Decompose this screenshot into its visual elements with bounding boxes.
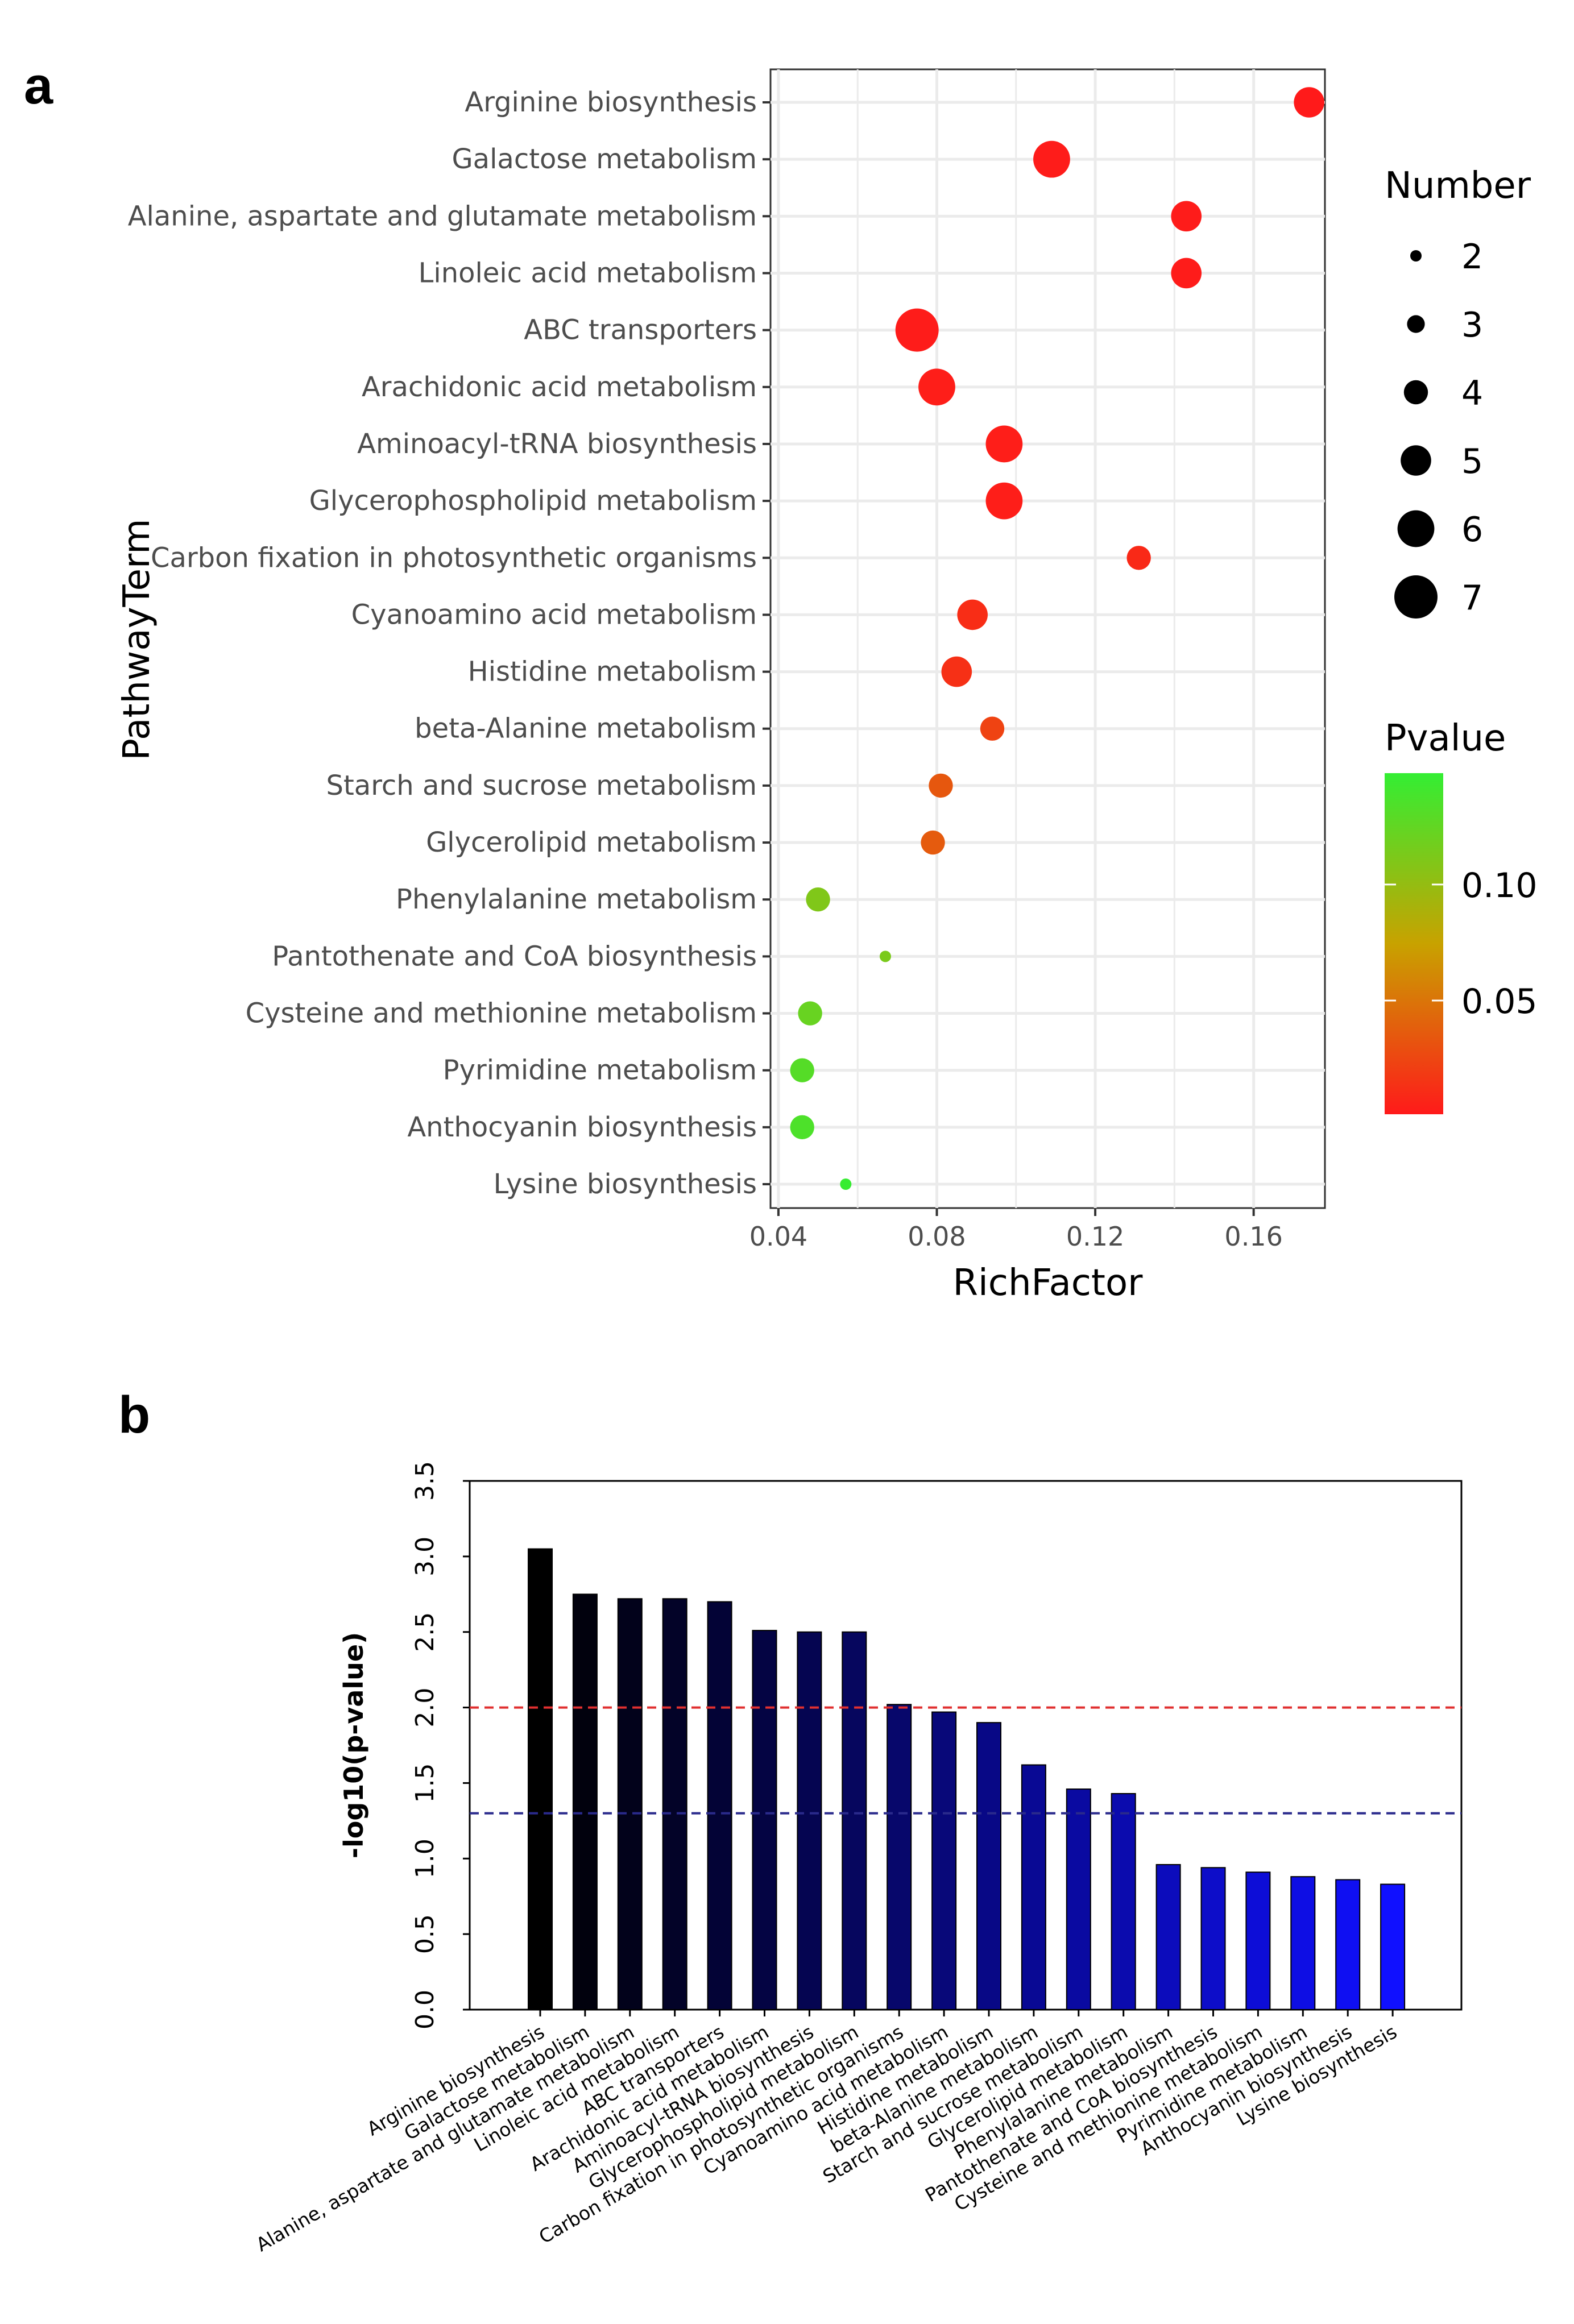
pathway-label: Aminoacyl-tRNA biosynthesis — [357, 428, 757, 460]
pathway-label: ABC transporters — [524, 314, 757, 346]
pathway-label: Carbon fixation in photosynthetic organi… — [151, 542, 757, 574]
bubble — [985, 425, 1023, 463]
x-axis-title: RichFactor — [953, 1262, 1144, 1304]
panel-a-bubble-chart: Arginine biosynthesis Galactose metabolis… — [116, 68, 1538, 1304]
bar — [1200, 1867, 1226, 2010]
bar — [707, 1601, 732, 2011]
pathway-label: Arginine biosynthesis — [465, 86, 757, 118]
bar — [617, 1598, 643, 2010]
plot-area — [769, 68, 1326, 1209]
y-tick-label: 0.5 — [411, 1914, 440, 1954]
y-tick-label: 1.0 — [411, 1839, 440, 1878]
bubble — [790, 1058, 814, 1082]
y-axis-title: -log10(p-value) — [338, 1632, 369, 1858]
bubble — [941, 656, 972, 687]
pathway-label: Glycerophospholipid metabolism — [309, 485, 757, 517]
pathway-label: Pyrimidine metabolism — [443, 1055, 757, 1086]
bar — [1021, 1764, 1046, 2011]
bubble — [985, 482, 1023, 520]
pathway-label: Cyanoamino acid metabolism — [351, 599, 757, 630]
bar — [662, 1598, 687, 2010]
size-legend-label: 5 — [1461, 442, 1483, 482]
colorbar-tick-label: 0.10 — [1461, 866, 1538, 906]
x-tick-label: 0.04 — [749, 1221, 807, 1252]
y-tick-label: 2.5 — [411, 1612, 440, 1652]
size-legend-label: 3 — [1461, 305, 1483, 345]
color-legend-title: Pvalue — [1385, 717, 1506, 760]
bubble — [918, 368, 955, 406]
bar — [572, 1593, 598, 2010]
pathway-label: Arachidonic acid metabolism — [362, 371, 757, 403]
bubble — [1171, 258, 1202, 289]
colorbar-tick-label: 0.05 — [1461, 982, 1538, 1022]
bubble — [790, 1115, 814, 1140]
size-legend-dot — [1394, 575, 1438, 619]
bar — [1111, 1793, 1136, 2010]
size-legend-dot — [1410, 250, 1422, 262]
size-legend-dot — [1403, 380, 1428, 405]
pathway-label: Starch and sucrose metabolism — [326, 770, 757, 802]
bar — [1335, 1879, 1361, 2010]
bubble — [921, 830, 945, 855]
pathway-label: Histidine metabolism — [468, 656, 757, 688]
y-axis-title: PathwayTerm — [116, 518, 158, 760]
bar — [528, 1548, 553, 2011]
size-legend-label: 7 — [1461, 578, 1483, 618]
bar — [752, 1630, 777, 2010]
x-tick-label: 0.12 — [1066, 1221, 1124, 1252]
bubble — [1171, 201, 1202, 232]
pathway-label: Alanine, aspartate and glutamate metabol… — [128, 200, 757, 232]
size-legend-label: 4 — [1461, 374, 1483, 413]
size-legend-label: 2 — [1461, 237, 1483, 277]
pathway-label: Anthocyanin biosynthesis — [407, 1111, 757, 1143]
size-legend-title: Number — [1385, 165, 1531, 207]
pvalue-colorbar — [1385, 773, 1443, 1114]
bubble — [1126, 546, 1151, 570]
bubble — [1294, 87, 1324, 118]
pathway-label: beta-Alanine metabolism — [415, 713, 757, 745]
x-tick-label: 0.16 — [1224, 1221, 1282, 1252]
bar — [842, 1631, 867, 2011]
bar — [1245, 1871, 1271, 2010]
pathway-label: Pantothenate and CoA biosynthesis — [272, 940, 757, 972]
bar — [1155, 1864, 1181, 2011]
pathway-label: Cysteine and methionine metabolism — [246, 998, 757, 1030]
size-legend-dot — [1401, 445, 1431, 476]
bubble — [840, 1178, 852, 1190]
size-legend-dot — [1397, 510, 1435, 547]
x-tick-label: 0.08 — [908, 1221, 966, 1252]
y-tick-label: 2.0 — [411, 1688, 440, 1728]
bar — [1066, 1788, 1091, 2010]
bar — [1380, 1883, 1406, 2010]
panel-a-label: a — [24, 57, 53, 115]
panel-b-label: b — [118, 1386, 150, 1444]
size-legend-label: 6 — [1461, 510, 1483, 550]
bar — [976, 1722, 1001, 2010]
pathway-label: Linoleic acid metabolism — [419, 257, 757, 289]
y-tick-label: 3.5 — [411, 1461, 440, 1501]
y-tick-label: 0.0 — [411, 1990, 440, 2030]
bubble — [929, 773, 953, 798]
pathway-label: Phenylalanine metabolism — [396, 883, 757, 915]
bubble — [980, 716, 1005, 741]
pathway-label: Galactose metabolism — [452, 143, 757, 175]
bubble — [895, 308, 939, 352]
bubble — [806, 887, 830, 912]
bar — [887, 1704, 912, 2010]
bubble — [1033, 140, 1070, 178]
bar — [931, 1711, 957, 2011]
bar — [1290, 1876, 1316, 2010]
bubble — [879, 951, 891, 962]
size-legend-dot — [1407, 315, 1425, 333]
pathway-label: Glycerolipid metabolism — [426, 827, 757, 858]
bubble — [957, 599, 988, 630]
y-tick-label: 3.0 — [411, 1537, 440, 1576]
y-tick-label: 1.5 — [411, 1763, 440, 1803]
bar — [797, 1631, 822, 2011]
bubble — [798, 1001, 822, 1026]
pathway-label: Lysine biosynthesis — [494, 1168, 757, 1200]
